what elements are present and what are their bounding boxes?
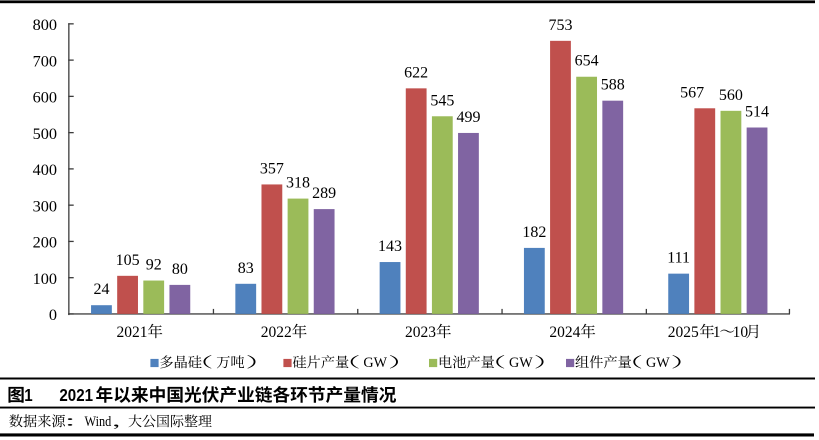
svg-text:143: 143 xyxy=(378,238,402,255)
svg-text:24: 24 xyxy=(93,281,109,298)
svg-text:567: 567 xyxy=(680,84,704,101)
svg-text:622: 622 xyxy=(404,64,428,81)
svg-text:545: 545 xyxy=(430,92,454,109)
svg-text:111: 111 xyxy=(667,250,690,267)
svg-text:500: 500 xyxy=(33,124,57,143)
svg-text:357: 357 xyxy=(260,160,284,177)
svg-text:GW: GW xyxy=(509,355,533,371)
svg-text:2022: 2022 xyxy=(261,324,292,341)
svg-text:800: 800 xyxy=(33,15,57,34)
svg-text:560: 560 xyxy=(719,87,743,104)
svg-text:499: 499 xyxy=(456,109,480,126)
svg-text:10: 10 xyxy=(733,324,749,341)
svg-text:318: 318 xyxy=(286,175,310,192)
svg-text:83: 83 xyxy=(238,260,254,277)
svg-text:700: 700 xyxy=(33,51,57,70)
svg-text:400: 400 xyxy=(33,160,57,179)
svg-text:514: 514 xyxy=(745,104,769,121)
svg-text:1: 1 xyxy=(713,324,721,341)
svg-text:2025: 2025 xyxy=(668,324,699,341)
svg-text:92: 92 xyxy=(146,257,162,274)
svg-text:600: 600 xyxy=(33,88,57,107)
svg-text:100: 100 xyxy=(33,269,57,288)
svg-text:0: 0 xyxy=(49,305,57,324)
svg-text:654: 654 xyxy=(575,53,599,70)
svg-text:182: 182 xyxy=(522,224,546,241)
svg-text:2021: 2021 xyxy=(116,324,147,341)
svg-text:300: 300 xyxy=(33,196,57,215)
svg-text:105: 105 xyxy=(116,252,140,269)
svg-text:2021: 2021 xyxy=(59,385,93,406)
svg-text:200: 200 xyxy=(33,233,57,252)
svg-text:1: 1 xyxy=(24,385,32,406)
svg-text:80: 80 xyxy=(172,261,188,278)
svg-text:289: 289 xyxy=(312,185,336,202)
svg-text:GW: GW xyxy=(646,355,670,371)
svg-text:588: 588 xyxy=(601,77,625,94)
svg-text:753: 753 xyxy=(548,17,572,34)
svg-text:2024: 2024 xyxy=(549,324,580,341)
svg-text:Wind: Wind xyxy=(85,413,112,429)
svg-text:GW: GW xyxy=(363,355,387,371)
svg-text:2023: 2023 xyxy=(405,324,436,341)
